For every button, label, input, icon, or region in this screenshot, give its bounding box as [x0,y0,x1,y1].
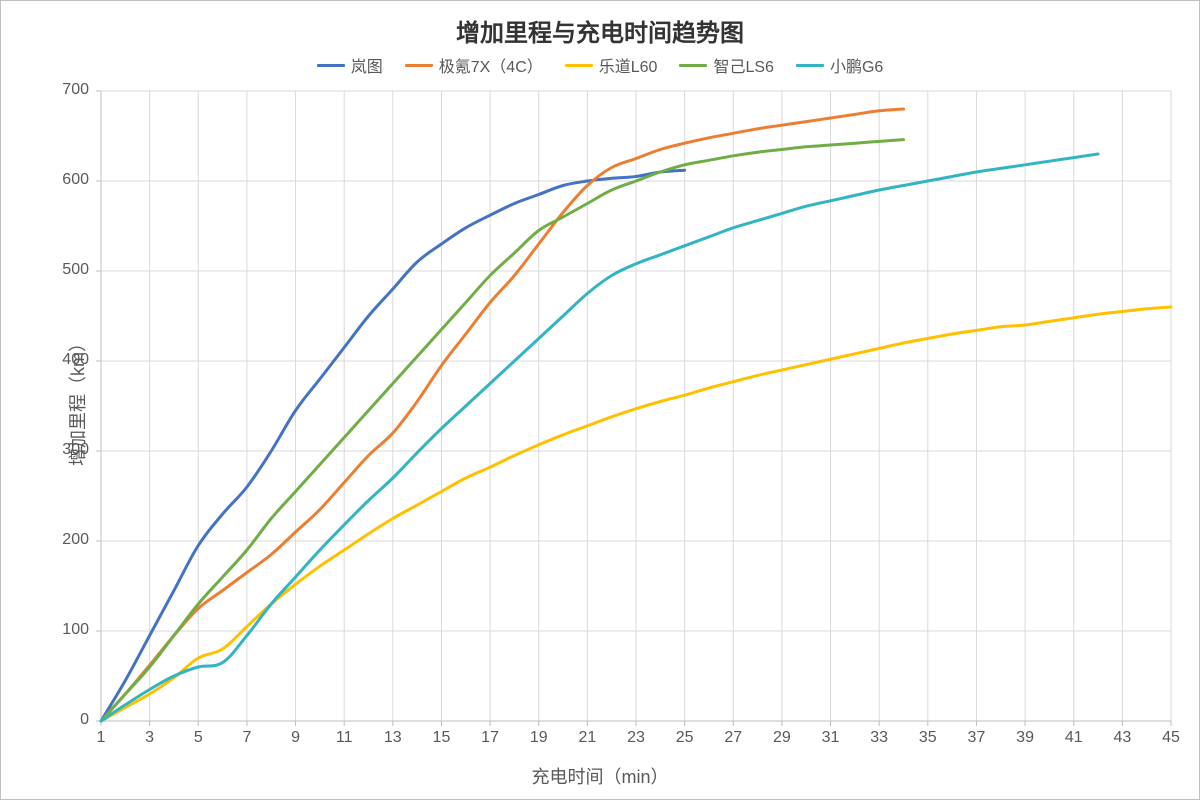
x-tick-label: 39 [1010,729,1040,747]
x-tick-label: 9 [281,729,311,747]
x-tick-label: 13 [378,729,408,747]
x-tick-label: 45 [1156,729,1186,747]
x-tick-label: 29 [767,729,797,747]
y-tick-label: 0 [80,711,89,729]
x-tick-label: 7 [232,729,262,747]
x-tick-label: 15 [426,729,456,747]
x-tick-label: 23 [621,729,651,747]
y-tick-label: 700 [62,81,89,99]
y-tick-label: 200 [62,531,89,549]
x-tick-label: 37 [961,729,991,747]
x-tick-label: 5 [183,729,213,747]
chart-container: 增加里程与充电时间趋势图 岚图极氪7X（4C）乐道L60智己LS6小鹏G6 增加… [0,0,1200,800]
x-tick-label: 31 [816,729,846,747]
y-tick-label: 100 [62,621,89,639]
x-tick-label: 27 [718,729,748,747]
x-tick-label: 35 [913,729,943,747]
series-line [101,154,1098,721]
x-tick-label: 33 [864,729,894,747]
x-tick-label: 41 [1059,729,1089,747]
x-tick-label: 25 [670,729,700,747]
x-tick-label: 19 [524,729,554,747]
series-line [101,109,904,721]
y-tick-label: 600 [62,171,89,189]
chart-svg [1,1,1200,800]
x-tick-label: 43 [1107,729,1137,747]
y-tick-label: 500 [62,261,89,279]
x-tick-label: 21 [572,729,602,747]
series-line [101,140,904,721]
x-tick-label: 3 [135,729,165,747]
y-tick-label: 400 [62,351,89,369]
x-tick-label: 1 [86,729,116,747]
x-tick-label: 11 [329,729,359,747]
x-tick-label: 17 [475,729,505,747]
y-tick-label: 300 [62,441,89,459]
